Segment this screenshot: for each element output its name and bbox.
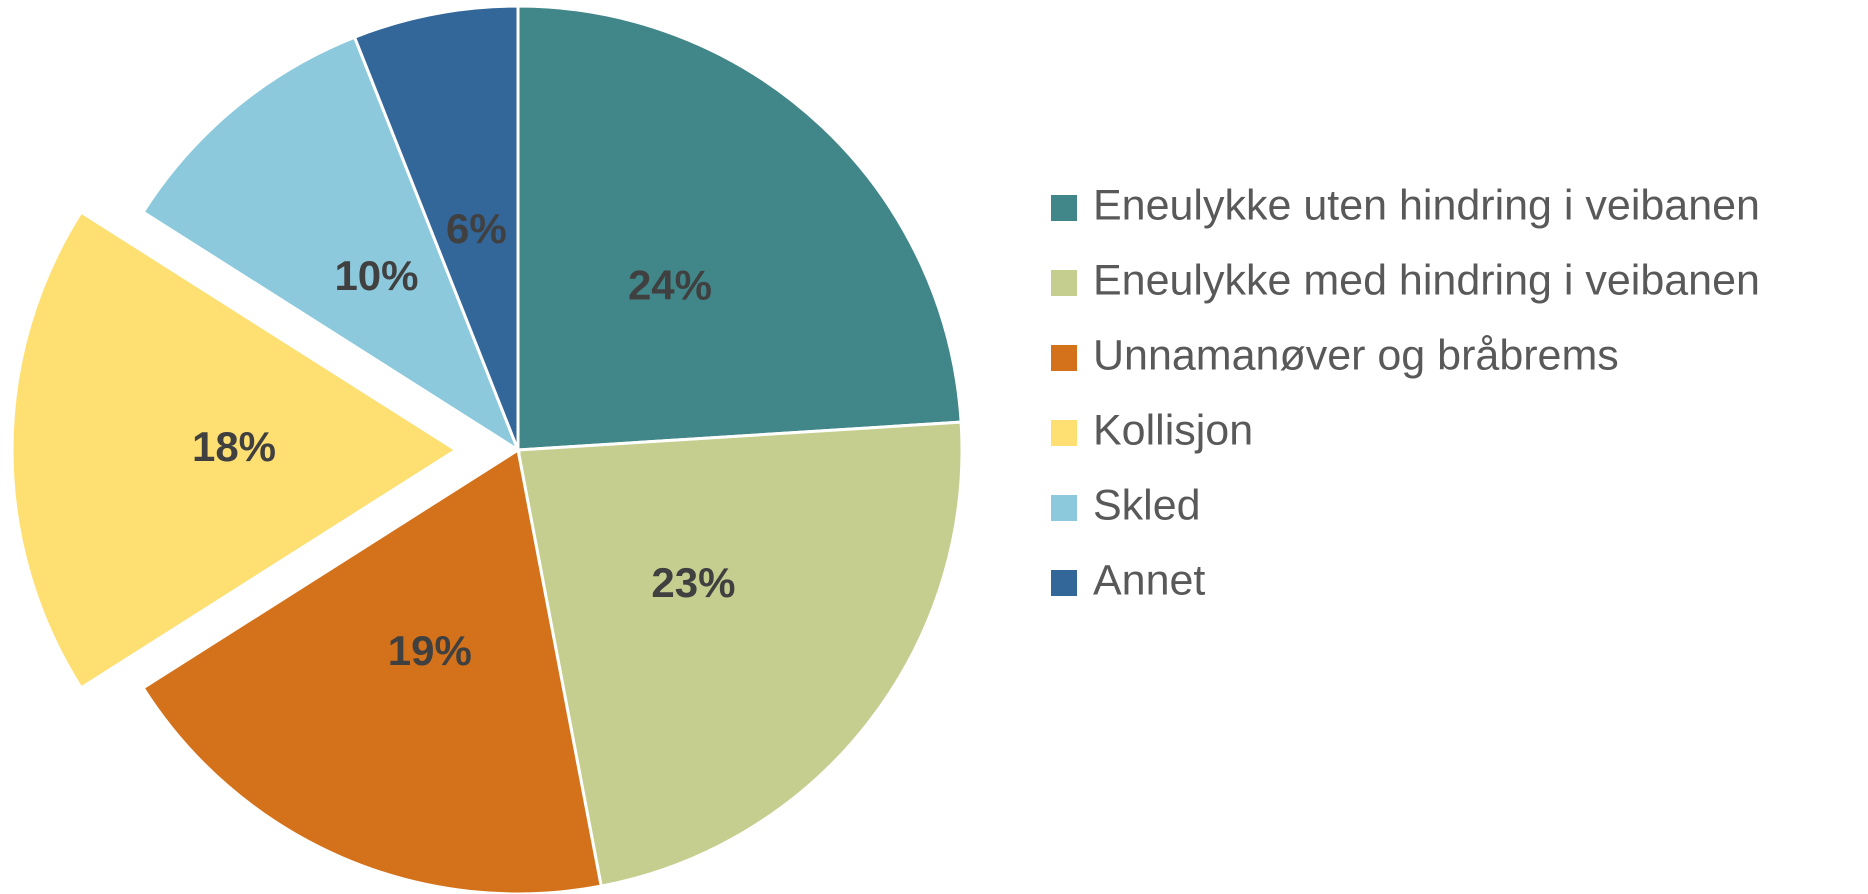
- legend-label: Skled: [1093, 481, 1201, 529]
- value-label: 24%: [628, 261, 712, 308]
- legend-label: Eneulykke med hindring i veibanen: [1093, 256, 1760, 304]
- pie-slice: [516, 420, 964, 888]
- legend-swatch: [1051, 570, 1077, 596]
- value-label: 19%: [388, 627, 472, 674]
- legend-swatch: [1051, 195, 1077, 221]
- value-label: 6%: [446, 205, 507, 252]
- legend-label: Unnamanøver og bråbrems: [1093, 331, 1619, 379]
- pie-slice: [10, 210, 459, 690]
- legend-swatch: [1051, 345, 1077, 371]
- legend-label: Kollisjon: [1093, 406, 1253, 454]
- legend-swatch: [1051, 495, 1077, 521]
- value-label: 23%: [651, 559, 735, 606]
- legend-swatch: [1051, 270, 1077, 296]
- pie-slice: [352, 4, 520, 451]
- pie-slice: [141, 35, 522, 454]
- pie-slice: [516, 4, 963, 452]
- legend-swatch: [1051, 420, 1077, 446]
- value-label: 18%: [192, 423, 276, 470]
- value-label: 10%: [334, 252, 418, 299]
- legend-label: Annet: [1093, 556, 1205, 604]
- legend-label: Eneulykke uten hindring i veibanen: [1093, 181, 1760, 229]
